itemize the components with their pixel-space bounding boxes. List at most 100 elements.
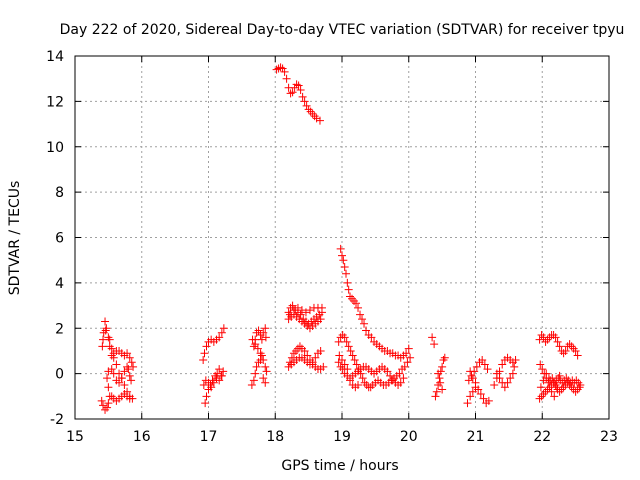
- data-point: [251, 340, 260, 349]
- data-point: [215, 365, 224, 374]
- data-point: [254, 358, 263, 367]
- data-point: [199, 380, 208, 389]
- data-point: [123, 349, 132, 358]
- data-point: [543, 385, 552, 394]
- data-point: [287, 353, 296, 362]
- data-point: [404, 344, 413, 353]
- data-point: [430, 340, 439, 349]
- data-point: [490, 380, 499, 389]
- y-tick-label: 0: [55, 367, 64, 383]
- data-point: [97, 396, 106, 405]
- data-point: [259, 356, 268, 365]
- data-point: [316, 315, 325, 324]
- data-point: [272, 65, 281, 74]
- data-point: [537, 392, 546, 401]
- data-point: [217, 371, 226, 380]
- data-point: [338, 251, 346, 260]
- data-point: [285, 310, 294, 319]
- data-point: [354, 380, 363, 389]
- data-point: [554, 374, 563, 383]
- data-point: [306, 107, 315, 116]
- data-point: [576, 380, 585, 389]
- y-tick-label: -2: [50, 412, 64, 428]
- data-point: [362, 326, 371, 335]
- data-point: [476, 390, 485, 399]
- data-point: [213, 369, 222, 378]
- data-point: [215, 333, 224, 342]
- data-point: [360, 378, 369, 387]
- data-point: [253, 344, 262, 353]
- x-axis-ticks: 15 16 17 18 19 20 21 22 23: [66, 56, 618, 445]
- data-point: [101, 405, 110, 414]
- data-point: [124, 365, 133, 374]
- data-point: [500, 383, 509, 392]
- data-point: [358, 315, 367, 324]
- data-point: [403, 358, 412, 367]
- data-point: [428, 333, 437, 342]
- data-point: [438, 385, 447, 394]
- data-point: [480, 360, 489, 369]
- data-point: [257, 351, 266, 360]
- data-point: [344, 342, 353, 351]
- data-point: [308, 358, 317, 367]
- y-tick-label: 12: [46, 94, 64, 110]
- y-axis-ticks: -2 0 2 4 6 8 10 12 14: [46, 49, 609, 428]
- data-point: [536, 360, 545, 369]
- data-point: [358, 374, 367, 383]
- data-point: [344, 285, 353, 294]
- data-point: [207, 383, 216, 392]
- data-point: [549, 331, 558, 340]
- data-point: [127, 358, 136, 367]
- data-point: [340, 333, 349, 342]
- data-point: [544, 374, 553, 383]
- data-point: [367, 333, 376, 342]
- data-point: [107, 365, 116, 374]
- data-point: [280, 67, 289, 76]
- data-point: [510, 362, 519, 371]
- data-point: [552, 383, 561, 392]
- data-point: [346, 346, 355, 355]
- x-tick-label: 18: [266, 429, 284, 445]
- data-point: [383, 367, 392, 376]
- data-point: [312, 114, 321, 123]
- data-point: [104, 367, 113, 376]
- data-point: [104, 399, 113, 408]
- data-point: [555, 371, 564, 380]
- data-point: [348, 294, 357, 303]
- data-point: [386, 371, 395, 380]
- data-point: [340, 360, 349, 369]
- data-point: [406, 353, 415, 362]
- data-point: [434, 369, 443, 378]
- data-point: [338, 356, 346, 365]
- data-point: [511, 356, 520, 365]
- data-point: [286, 89, 295, 98]
- data-point: [346, 292, 355, 301]
- data-point: [567, 342, 576, 351]
- data-point: [115, 378, 124, 387]
- data-point: [99, 335, 108, 344]
- data-point: [340, 262, 349, 271]
- data-point: [495, 374, 504, 383]
- data-point: [259, 374, 268, 383]
- data-point: [572, 376, 581, 385]
- data-point: [249, 376, 258, 385]
- data-point: [555, 342, 564, 351]
- data-point: [109, 353, 118, 362]
- data-point: [247, 380, 256, 389]
- data-point: [466, 367, 475, 376]
- data-point: [125, 353, 134, 362]
- data-point: [558, 378, 567, 387]
- data-point: [562, 374, 571, 383]
- data-point: [535, 335, 544, 344]
- x-tick-label: 21: [467, 429, 485, 445]
- data-point: [551, 380, 560, 389]
- data-point: [542, 369, 551, 378]
- data-point: [199, 356, 208, 365]
- data-point: [296, 310, 305, 319]
- y-tick-label: 4: [55, 276, 64, 292]
- data-point: [261, 362, 270, 371]
- data-point: [571, 346, 580, 355]
- data-point: [541, 337, 550, 346]
- data-point: [311, 353, 320, 362]
